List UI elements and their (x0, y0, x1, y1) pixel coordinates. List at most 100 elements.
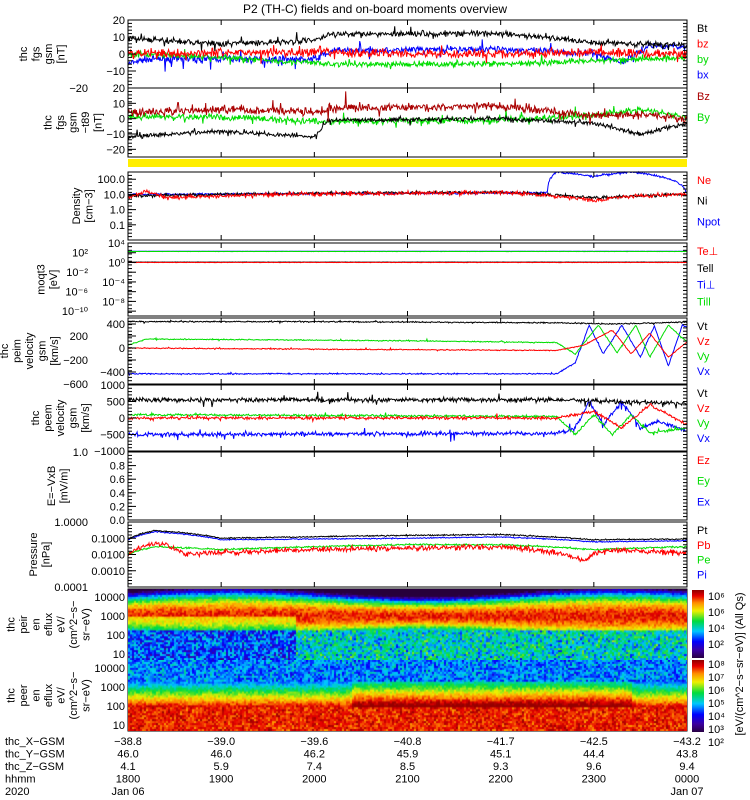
y-label-line: (cm^2−s− (68, 601, 80, 649)
y-tick-label: −10 (106, 129, 125, 141)
y-label-line: E=−VxB (46, 466, 58, 506)
axis-row-value: 9.4 (679, 761, 694, 773)
axis-row-value: −42.5 (580, 736, 608, 748)
y-tick-label: 10⁻¹⁰ (62, 306, 89, 318)
trace-pressure-Pi (127, 530, 687, 544)
axis-row-value: 0000 (675, 774, 699, 786)
trace-pressure-Pb (127, 540, 687, 563)
y-label-line: [cm−3] (84, 189, 96, 222)
colorbar-label: [eV/(cm^2−s−sr−eV)] (All Qs) (734, 593, 746, 736)
legend-Pi: Pi (697, 569, 707, 581)
axis-row-value: 46.0 (210, 749, 231, 761)
y-axis-label: moqt3 [eV] (35, 264, 60, 295)
axis-row-value: 2000 (302, 774, 326, 786)
legend-Pb: Pb (697, 540, 710, 552)
y-axis-label: thc peim velocity gsm [km/s] (0, 332, 61, 369)
y-label-line: eflux (43, 612, 55, 636)
panel-peem-velocity: 1000 500 0 −500 −1000 Vt Vz Vy Vx thc peem velocity… (30, 380, 710, 458)
y-tick-label: −600 (63, 379, 88, 391)
axis-row-value: Jan 07 (670, 786, 703, 798)
legend-Bt: Bt (697, 23, 707, 35)
legend-Pt: Pt (697, 525, 707, 537)
axis-row-value: −39.0 (207, 736, 235, 748)
axis-row-value: Jan 06 (111, 786, 144, 798)
axis-row-name: hhmm (5, 774, 36, 786)
spectrogram-peer-axes: 10000 1000 100 10 thc peer en eflux eV/(cm^2−s− s… (5, 659, 688, 732)
y-tick-label: 0 (119, 49, 125, 61)
y-label-line: [mV/m] (59, 469, 71, 504)
panel-e-vxb: 1.0 0.80.6 0.40.2 0.0 Ez Ey Ex E=−VxB [mV/m] (46, 447, 710, 527)
yellow-status-bar (128, 159, 687, 167)
colorbar-peer (692, 660, 704, 732)
axis-row-value: 46.2 (304, 749, 325, 761)
y-axis-label: thc peer en eflux eV/(cm^2−s− sr−eV) (5, 672, 92, 720)
trace-peim-velocity-Vz (128, 329, 687, 358)
axis-row-value: 45.9 (397, 749, 418, 761)
y-label-line: thc (0, 343, 11, 358)
y-label-line: [nPa] (40, 542, 52, 568)
y-label-line: fgs (55, 115, 67, 130)
legend-bx: bx (697, 70, 709, 82)
y-tick-label: 1000 (101, 380, 125, 392)
legend-Tell: Tell (697, 263, 714, 275)
y-label-line: −t89 (80, 112, 92, 134)
plot-title: P2 (TH-C) fields and on-board moments ov… (243, 2, 507, 16)
y-label-line: sr−eV) (80, 608, 92, 641)
axis-row-value: −41.7 (487, 736, 515, 748)
legend-Bz: Bz (697, 91, 710, 103)
y-tick-label: 10² (72, 248, 88, 260)
y-label-line: peim (12, 339, 24, 363)
axis-row-name: thc_Y−GSM (5, 749, 65, 761)
y-label-line: peem (43, 404, 55, 432)
y-label-line: thc (5, 688, 17, 703)
axis-row-value: 1800 (116, 774, 140, 786)
colorbar-tick: 10² (708, 639, 724, 651)
legend-Vz: Vz (697, 336, 710, 348)
y-tick-label: 0.0100 (91, 550, 125, 562)
panel-frame (127, 451, 688, 521)
legend-Pe: Pe (697, 555, 710, 567)
y-tick-label: 10⁴ (108, 238, 125, 250)
legend-Vx: Vx (697, 433, 710, 445)
y-label-line: [km/s] (80, 403, 92, 432)
colorbar-tick: 10⁷ (708, 672, 724, 684)
legend-Ti⊥: Ti⊥ (697, 280, 715, 292)
y-tick-label: 1000 (101, 611, 125, 623)
legend-bz: bz (697, 39, 709, 51)
trace-pressure-Pt (127, 529, 687, 541)
legend-Ni: Ni (697, 196, 707, 208)
y-tick-label: 100 (107, 630, 125, 642)
y-axis-label: thc fgs gsm [nT] (18, 44, 68, 65)
y-tick-label: −200 (63, 355, 88, 367)
y-tick-label: −10 (106, 66, 125, 78)
trace-peem-velocity-Vx (127, 400, 687, 442)
axis-row-name: 2020 (5, 786, 29, 798)
y-label-line: fgs (30, 46, 42, 61)
y-label-line: Density (71, 187, 83, 224)
trace-fgs-gsm-Bt (127, 26, 688, 52)
trace-density-Ne (127, 188, 687, 203)
legend-Ez: Ez (697, 455, 710, 467)
colorbar-tick: 10³ (708, 724, 724, 736)
axis-row-value: −40.8 (394, 736, 422, 748)
y-label-line: velocity (55, 399, 67, 436)
y-label-line: (cm^2−s− (68, 672, 80, 720)
colorbar-tick: 10⁸ (708, 659, 725, 671)
y-label-line: thc (30, 410, 42, 425)
y-tick-label: 10⁻⁴ (102, 277, 125, 289)
y-label-line: [km/s] (49, 336, 61, 365)
y-label-line: en (30, 689, 42, 701)
trace-peem-velocity-Vy (127, 411, 687, 437)
legend-Ex: Ex (697, 496, 710, 508)
y-tick-label: 0 (119, 413, 125, 425)
panel-moqt3: 10⁴ 10² 10⁰ 10⁻² 10⁻⁴ 10⁻⁶ 10⁻⁸ 10⁻¹⁰ Te⊥ Tell Ti⊥… (35, 238, 718, 318)
colorbar-tick: 10⁶ (708, 685, 725, 697)
trace-peim-velocity-Vx (127, 323, 687, 377)
y-tick-label: 20 (113, 83, 125, 95)
y-tick-label: 0.4 (110, 488, 125, 500)
axis-row-value: 9.3 (493, 761, 508, 773)
legend-Vx: Vx (697, 366, 710, 378)
y-tick-label: 100.0 (97, 174, 125, 186)
